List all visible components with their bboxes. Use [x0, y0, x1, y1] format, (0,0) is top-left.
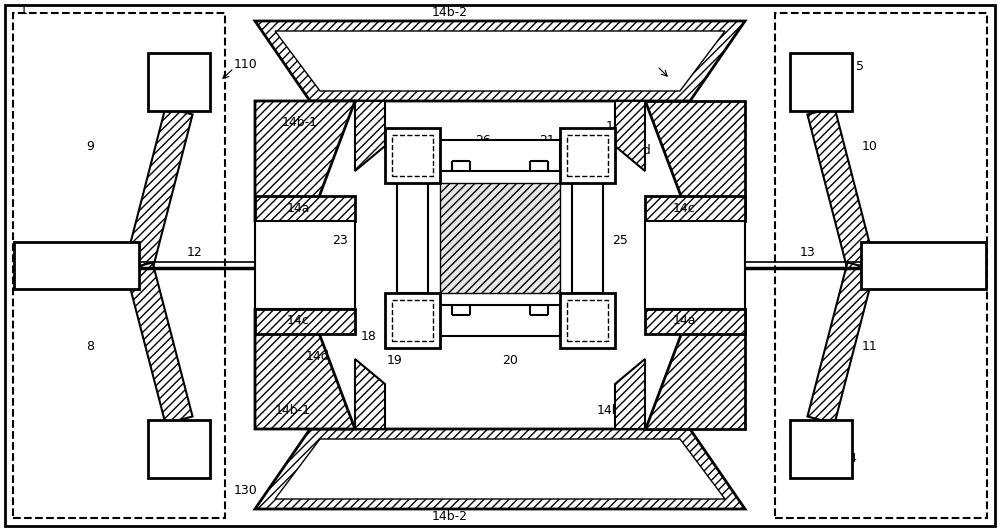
Text: 6: 6 — [51, 259, 59, 271]
Text: 26: 26 — [475, 134, 491, 148]
Text: 3: 3 — [157, 452, 165, 466]
Text: 120: 120 — [653, 56, 677, 70]
Text: 15: 15 — [364, 134, 380, 148]
Polygon shape — [440, 183, 560, 293]
Text: 14d: 14d — [628, 144, 652, 158]
Text: 7: 7 — [936, 259, 944, 271]
Bar — [775, 13, 987, 518]
Text: 1: 1 — [20, 4, 28, 18]
Text: 9: 9 — [86, 140, 94, 152]
Bar — [14, 242, 139, 289]
Polygon shape — [275, 439, 725, 499]
Bar — [560, 128, 615, 183]
Text: 14d: 14d — [306, 349, 330, 363]
Text: 5: 5 — [856, 61, 864, 73]
Bar — [148, 53, 210, 111]
Text: 10: 10 — [862, 140, 878, 152]
Bar — [148, 420, 210, 478]
Polygon shape — [807, 262, 875, 424]
Polygon shape — [125, 262, 193, 424]
Polygon shape — [255, 196, 355, 221]
Bar — [392, 135, 433, 176]
Bar — [861, 242, 986, 289]
Bar — [397, 183, 428, 293]
Bar — [560, 293, 615, 348]
Text: 12: 12 — [187, 246, 203, 260]
Polygon shape — [645, 196, 745, 221]
Polygon shape — [355, 359, 385, 429]
Text: 20: 20 — [502, 355, 518, 367]
Bar — [392, 300, 433, 341]
Bar — [790, 420, 852, 478]
Polygon shape — [645, 309, 745, 334]
Text: 14b-2: 14b-2 — [432, 510, 468, 523]
Text: 14b-1: 14b-1 — [282, 116, 318, 130]
Polygon shape — [255, 309, 355, 334]
Bar — [13, 13, 225, 518]
Bar — [572, 183, 603, 293]
Text: 17: 17 — [574, 330, 590, 342]
Text: 14b-1: 14b-1 — [606, 119, 642, 133]
Polygon shape — [275, 31, 725, 91]
Bar — [255, 221, 355, 309]
Text: 16: 16 — [567, 134, 583, 148]
Polygon shape — [255, 429, 745, 509]
Text: 14b-2: 14b-2 — [432, 6, 468, 20]
Text: 13: 13 — [800, 246, 816, 260]
Text: 110: 110 — [234, 58, 258, 72]
Bar — [385, 128, 440, 183]
Text: 11: 11 — [862, 339, 878, 353]
Text: 19: 19 — [387, 355, 403, 367]
Polygon shape — [807, 107, 875, 270]
Text: 14b-1: 14b-1 — [597, 405, 633, 417]
Text: 4: 4 — [848, 452, 856, 466]
Bar — [790, 53, 852, 111]
Bar — [440, 305, 560, 336]
Text: 25: 25 — [612, 235, 628, 247]
Polygon shape — [615, 101, 645, 171]
Polygon shape — [355, 101, 385, 171]
Polygon shape — [255, 101, 355, 221]
Text: 14c: 14c — [673, 202, 695, 216]
Text: 130: 130 — [234, 484, 258, 498]
Polygon shape — [255, 309, 355, 429]
Text: 14a: 14a — [286, 202, 310, 216]
Polygon shape — [255, 21, 745, 101]
Text: 2: 2 — [172, 61, 180, 73]
Bar — [645, 221, 745, 309]
Bar — [567, 135, 608, 176]
Polygon shape — [645, 101, 745, 221]
Text: 18: 18 — [361, 330, 377, 342]
Polygon shape — [645, 309, 745, 429]
Polygon shape — [125, 107, 193, 270]
Text: 27: 27 — [415, 314, 431, 328]
Text: 14b-1: 14b-1 — [275, 405, 311, 417]
Bar — [567, 300, 608, 341]
Bar — [385, 293, 440, 348]
Text: 24: 24 — [449, 314, 465, 328]
Bar — [440, 140, 560, 171]
Polygon shape — [615, 359, 645, 429]
Text: 14a: 14a — [672, 314, 696, 328]
Text: 23: 23 — [332, 235, 348, 247]
Text: 22: 22 — [409, 134, 425, 148]
Text: 14c: 14c — [287, 314, 309, 328]
Text: 8: 8 — [86, 339, 94, 353]
Text: 21: 21 — [539, 134, 555, 148]
